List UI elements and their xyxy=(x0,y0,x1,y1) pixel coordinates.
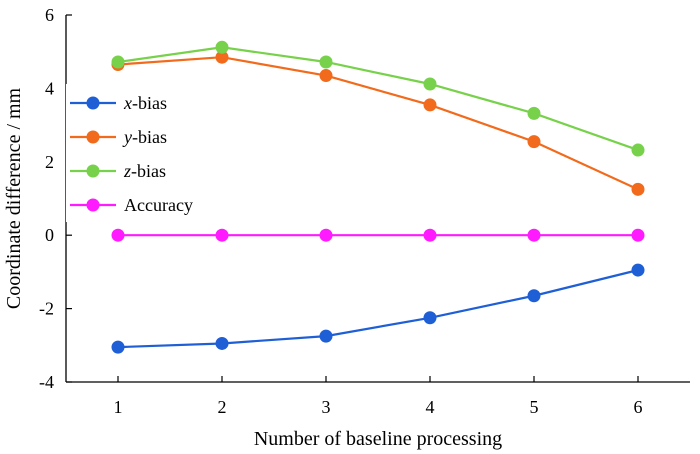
data-point xyxy=(527,106,541,120)
y-tick-label: -2 xyxy=(39,299,54,319)
legend-label: Accuracy xyxy=(124,195,193,215)
legend-entry: Accuracy xyxy=(70,195,193,215)
data-point xyxy=(631,228,645,242)
legend-entry: y-bias xyxy=(70,127,167,147)
data-point xyxy=(423,311,437,325)
y-tick-label: 6 xyxy=(45,5,54,25)
legend-label: z-bias xyxy=(123,161,166,181)
y-tick-label: -4 xyxy=(39,372,54,392)
x-tick-label: 4 xyxy=(426,397,435,417)
legend-marker xyxy=(86,164,100,178)
data-point xyxy=(527,135,541,149)
data-point xyxy=(111,228,125,242)
x-tick-label: 1 xyxy=(114,397,123,417)
series-layer xyxy=(111,40,645,354)
series-line xyxy=(117,268,639,349)
data-point xyxy=(423,98,437,112)
series-line xyxy=(117,46,639,152)
legend-entry: x-bias xyxy=(70,93,167,113)
series-x-bias xyxy=(111,263,645,354)
series-line xyxy=(117,56,639,191)
data-point xyxy=(423,228,437,242)
x-tick-label: 3 xyxy=(322,397,331,417)
legend: x-bias y-bias z-bias Accuracy xyxy=(66,84,216,222)
series-z-bias xyxy=(111,40,645,157)
series-accuracy xyxy=(111,228,645,242)
data-point xyxy=(319,329,333,343)
y-axis-title: Coordinate difference / mm xyxy=(3,87,25,309)
x-axis-ticks: 1 2 3 4 5 6 xyxy=(114,376,643,417)
data-point xyxy=(527,228,541,242)
data-point xyxy=(215,228,229,242)
data-point xyxy=(319,228,333,242)
legend-entry: z-bias xyxy=(70,161,166,181)
data-point xyxy=(215,336,229,350)
data-point xyxy=(631,182,645,196)
y-axis-ticks: -4 -2 0 2 4 6 xyxy=(39,5,72,392)
data-point xyxy=(111,55,125,69)
data-point xyxy=(319,55,333,69)
x-tick-label: 5 xyxy=(530,397,539,417)
data-point xyxy=(215,40,229,54)
x-tick-label: 2 xyxy=(218,397,227,417)
y-tick-label: 4 xyxy=(45,78,54,98)
data-point xyxy=(423,77,437,91)
legend-label: x-bias xyxy=(123,93,167,113)
y-tick-label: 0 xyxy=(45,225,54,245)
data-point xyxy=(527,289,541,303)
legend-marker xyxy=(86,198,100,212)
x-axis-title: Number of baseline processing xyxy=(254,428,502,450)
data-point xyxy=(215,50,229,64)
data-point xyxy=(111,340,125,354)
y-tick-label: 2 xyxy=(45,152,54,172)
legend-marker xyxy=(86,96,100,110)
x-tick-label: 6 xyxy=(634,397,643,417)
data-point xyxy=(319,69,333,83)
legend-marker xyxy=(86,130,100,144)
legend-label: y-bias xyxy=(122,127,167,147)
data-point xyxy=(631,263,645,277)
data-point xyxy=(631,143,645,157)
